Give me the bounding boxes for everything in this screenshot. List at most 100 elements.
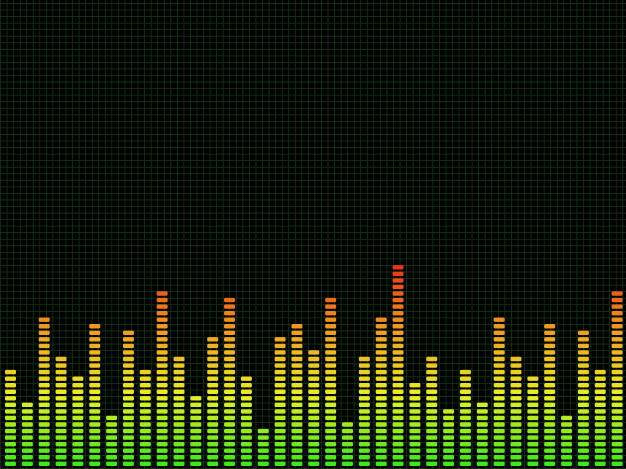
equalizer-segment (459, 409, 471, 414)
equalizer-segment (375, 363, 387, 368)
equalizer-segment (291, 330, 303, 335)
equalizer-segment (274, 402, 286, 408)
equalizer-segment (55, 402, 67, 408)
equalizer-segment (493, 369, 505, 375)
equalizer-segment (544, 363, 556, 368)
equalizer-segment (594, 448, 606, 453)
equalizer-segment (89, 422, 101, 427)
equalizer-segment (611, 317, 623, 322)
equalizer-segment (493, 461, 505, 466)
equalizer-segment (122, 415, 134, 421)
equalizer-segment (577, 389, 589, 394)
equalizer-segment (89, 363, 101, 368)
equalizer-segment (173, 369, 185, 375)
equalizer-segment (392, 389, 404, 394)
equalizer-segment (173, 435, 185, 440)
equalizer-segment (291, 376, 303, 381)
equalizer-segment (274, 389, 286, 394)
equalizer-segment (611, 330, 623, 335)
equalizer-segment (409, 409, 421, 414)
equalizer-bar (291, 324, 303, 466)
equalizer-segment (156, 304, 168, 309)
equalizer-segment (325, 435, 337, 440)
equalizer-bar (173, 356, 185, 466)
equalizer-segment (342, 441, 353, 447)
equalizer-segment (409, 396, 421, 401)
equalizer-segment (510, 383, 522, 388)
equalizer-segment (224, 435, 236, 440)
equalizer-segment (611, 441, 623, 447)
equalizer-segment (459, 441, 471, 447)
equalizer-segment (510, 455, 522, 460)
equalizer-segment (224, 317, 236, 322)
equalizer-segment (190, 409, 202, 414)
equalizer-segment (72, 383, 84, 388)
equalizer-segment (459, 415, 471, 421)
equalizer-segment (173, 376, 185, 381)
equalizer-segment (476, 409, 488, 414)
equalizer-segment (156, 376, 168, 381)
equalizer-segment (409, 389, 421, 394)
equalizer-segment (38, 415, 50, 421)
equalizer-segment (375, 324, 387, 329)
equalizer-segment (443, 415, 455, 421)
equalizer-segment (325, 415, 337, 421)
equalizer-segment (325, 369, 337, 375)
equalizer-segment (173, 455, 185, 460)
equalizer-segment (308, 455, 320, 460)
equalizer-segment (358, 455, 370, 460)
equalizer-segment (274, 409, 286, 414)
equalizer-segment (274, 376, 286, 381)
equalizer-segment (510, 369, 522, 375)
equalizer-segment (325, 422, 337, 427)
equalizer-bar (544, 324, 556, 466)
equalizer-bar (122, 330, 134, 466)
equalizer-segment (577, 356, 589, 362)
equalizer-segment (358, 448, 370, 453)
equalizer-segment (325, 350, 337, 355)
equalizer-segment (577, 422, 589, 427)
equalizer-segment (544, 428, 556, 434)
equalizer-segment (325, 409, 337, 414)
equalizer-segment (274, 369, 286, 375)
equalizer-segment (577, 337, 589, 342)
equalizer-segment (527, 396, 539, 401)
equalizer-segment (5, 389, 16, 394)
equalizer-segment (173, 448, 185, 453)
equalizer-bar (190, 396, 202, 466)
equalizer-segment (544, 324, 556, 329)
equalizer-segment (409, 415, 421, 421)
equalizer-segment (493, 389, 505, 394)
equalizer-segment (594, 422, 606, 427)
equalizer-segment (544, 396, 556, 401)
equalizer-segment (55, 448, 67, 453)
equalizer-segment (89, 461, 101, 466)
equalizer-segment (240, 455, 252, 460)
equalizer-segment (544, 376, 556, 381)
equalizer-segment (308, 441, 320, 447)
equalizer-segment (594, 455, 606, 460)
equalizer-segment (459, 455, 471, 460)
equalizer-segment (611, 304, 623, 309)
equalizer-segment (122, 337, 134, 342)
equalizer-segment (459, 383, 471, 388)
equalizer-segment (375, 455, 387, 460)
equalizer-segment (392, 317, 404, 322)
equalizer-segment (611, 297, 623, 303)
equalizer-segment (409, 435, 421, 440)
equalizer-segment (577, 369, 589, 375)
equalizer-segment (240, 396, 252, 401)
equalizer-segment (561, 422, 573, 427)
equalizer-segment (561, 415, 573, 421)
equalizer-segment (443, 441, 455, 447)
equalizer-segment (426, 356, 438, 362)
equalizer-segment (224, 383, 236, 388)
equalizer-segment (274, 363, 286, 368)
equalizer-segment (308, 422, 320, 427)
equalizer-segment (544, 383, 556, 388)
equalizer-segment (325, 297, 337, 303)
equalizer-segment (139, 422, 151, 427)
equalizer-bar (38, 317, 50, 466)
equalizer-segment (173, 461, 185, 466)
equalizer-segment (325, 441, 337, 447)
